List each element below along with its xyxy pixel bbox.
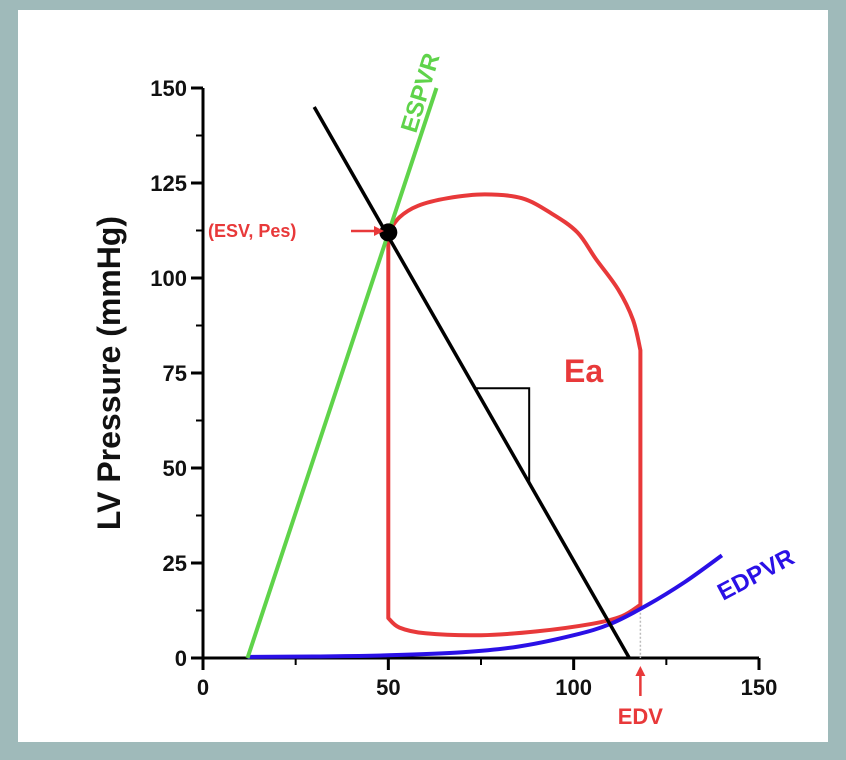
series-layer (245, 87, 724, 659)
espvr-line (245, 87, 439, 659)
edpvr-label: EDPVR (713, 544, 799, 607)
slope-triangle (473, 387, 531, 484)
esv-pes-marker (379, 223, 398, 242)
pv-loop-line (386, 192, 643, 638)
edv-arrow-head (635, 666, 646, 676)
pv-loop-chart: 0 25 50 75 100 125 150 0 50 100 150 LV Pressure (mm… (91, 50, 799, 729)
y-tick-label: 150 (150, 76, 187, 101)
x-tick-label: 50 (376, 675, 400, 700)
y-tick-label: 75 (163, 361, 187, 386)
y-axis-label: LV Pressure (mmHg) (91, 216, 127, 530)
annotation-layer: ESPVR EDPVR Ea (ESV, Pes) EDV (208, 50, 799, 729)
x-tick-label: 150 (741, 675, 778, 700)
y-tick-label: 125 (150, 171, 187, 196)
axes: 0 25 50 75 100 125 150 0 50 100 150 LV Pressure (mm… (91, 76, 777, 700)
esv-pes-arrow-head (374, 226, 384, 236)
y-tick-label: 0 (175, 646, 187, 671)
edv-label: EDV (618, 704, 664, 729)
x-tick-label: 100 (555, 675, 592, 700)
esv-pes-label: (ESV, Pes) (208, 221, 296, 241)
ea-label: Ea (564, 353, 603, 389)
edpvr-line (247, 553, 724, 659)
ea-line (312, 106, 631, 659)
x-tick-label: 0 (197, 675, 209, 700)
espvr-label: ESPVR (396, 50, 446, 136)
y-tick-label: 50 (163, 456, 187, 481)
y-tick-label: 100 (150, 266, 187, 291)
y-tick-label: 25 (163, 551, 187, 576)
chart-frame: 0 25 50 75 100 125 150 0 50 100 150 LV Pressure (mm… (18, 10, 828, 742)
